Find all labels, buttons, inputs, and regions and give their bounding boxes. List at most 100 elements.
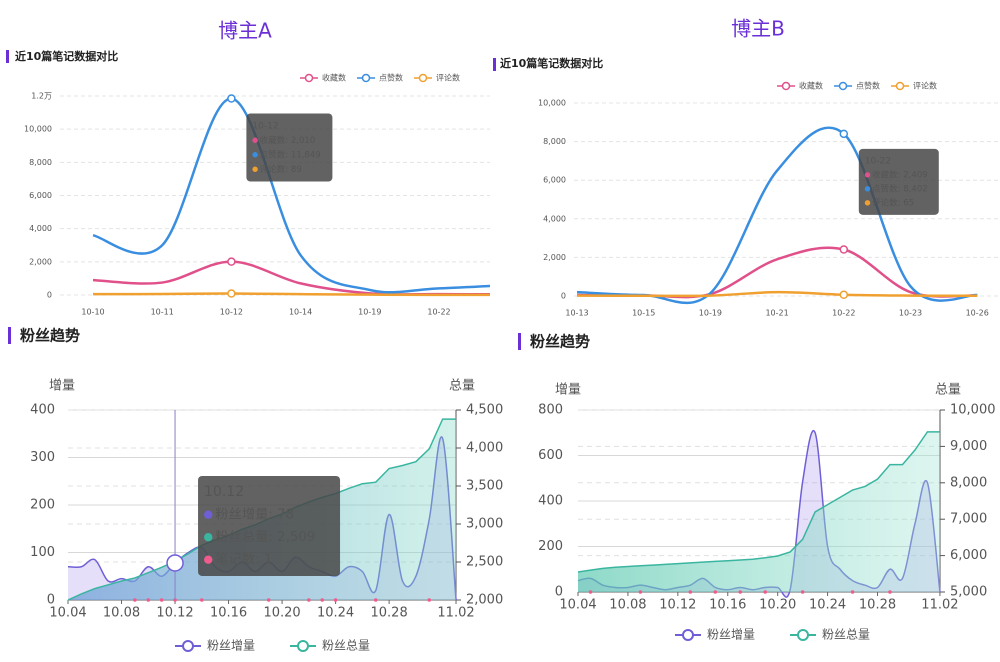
tooltip bbox=[246, 113, 333, 182]
y-tick-label: 2,000 bbox=[543, 253, 566, 262]
legend-icon bbox=[797, 629, 809, 641]
x-tick-label: 10.20 bbox=[263, 606, 300, 621]
y-tick-label: 0 bbox=[561, 292, 566, 301]
x-tick-label: 10-10 bbox=[81, 308, 104, 317]
y-tick-label: 2,000 bbox=[29, 257, 52, 266]
legend-label: 点赞数 bbox=[856, 81, 880, 91]
series-line bbox=[92, 292, 490, 297]
section-bar bbox=[518, 333, 521, 350]
legend-label: 评论数 bbox=[436, 73, 460, 83]
y2-tick-label: 2,500 bbox=[466, 555, 503, 570]
y2-axis-name: 总量 bbox=[935, 383, 961, 398]
x-tick-label: 10-21 bbox=[765, 309, 788, 318]
note-marker bbox=[146, 598, 151, 602]
y2-tick-label: 4,000 bbox=[466, 441, 503, 456]
y-tick-label: 0 bbox=[47, 593, 55, 608]
y2-tick-label: 6,000 bbox=[950, 548, 987, 563]
y-tick-label: 0 bbox=[47, 291, 52, 300]
series-line bbox=[576, 246, 978, 299]
tooltip-item: 粉丝增量: 78 bbox=[215, 507, 294, 523]
y-tick-label: 200 bbox=[30, 498, 55, 513]
x-tick-label: 10.16 bbox=[210, 606, 247, 621]
chart-subtitle: 近10篇笔记数据对比 bbox=[500, 56, 603, 70]
y-tick-label: 1.2万 bbox=[31, 92, 52, 101]
tooltip-dot bbox=[252, 152, 258, 158]
y-axis-name: 增量 bbox=[49, 379, 75, 394]
legend-label: 收藏数 bbox=[322, 73, 346, 83]
section-bar bbox=[493, 58, 496, 71]
chart-subtitle: 粉丝趋势 bbox=[530, 333, 590, 351]
x-tick-label: 10-14 bbox=[289, 308, 312, 317]
legend-label: 粉丝增量 bbox=[207, 639, 255, 653]
note-marker bbox=[888, 590, 892, 594]
hover-point bbox=[227, 289, 236, 298]
tooltip-item: 点赞数: 11,849 bbox=[260, 148, 321, 160]
tooltip-item: 收藏数: 2,010 bbox=[260, 134, 316, 146]
note-marker bbox=[427, 598, 432, 602]
series-line bbox=[576, 290, 978, 298]
note-marker bbox=[688, 590, 693, 594]
tooltip-dot bbox=[204, 555, 213, 564]
hover-point bbox=[227, 257, 236, 266]
note-marker bbox=[800, 590, 805, 594]
y2-tick-label: 3,000 bbox=[466, 517, 503, 532]
tooltip-item: 收藏数: 2,409 bbox=[872, 168, 928, 180]
legend-label: 粉丝总量 bbox=[822, 628, 870, 642]
note-marker bbox=[638, 590, 643, 594]
x-tick-label: 10-19 bbox=[699, 309, 722, 318]
y-tick-label: 10,000 bbox=[538, 99, 566, 108]
x-tick-label: 10.12 bbox=[156, 606, 193, 621]
x-tick-label: 10-26 bbox=[966, 309, 989, 318]
y2-tick-label: 7,000 bbox=[950, 512, 987, 527]
x-tick-label: 10-23 bbox=[899, 309, 922, 318]
x-tick-label: 10-11 bbox=[151, 308, 174, 317]
x-tick-label: 10.20 bbox=[759, 598, 796, 613]
x-tick-label: 10-13 bbox=[565, 309, 588, 318]
series-line bbox=[92, 97, 490, 294]
x-tick-label: 10.28 bbox=[859, 598, 896, 613]
tooltip-dot bbox=[252, 166, 258, 172]
note-marker bbox=[713, 590, 718, 594]
tooltip-item: 粉丝总量: 2,509 bbox=[215, 529, 315, 545]
y2-tick-label: 3,500 bbox=[466, 479, 503, 494]
legend-label: 点赞数 bbox=[379, 73, 403, 83]
section-bar bbox=[8, 327, 11, 344]
y-tick-label: 400 bbox=[538, 494, 563, 509]
legend-icon bbox=[361, 73, 371, 83]
note-marker bbox=[320, 598, 325, 602]
x-tick-label: 10.08 bbox=[103, 606, 140, 621]
note-marker bbox=[333, 598, 338, 602]
y-tick-label: 0 bbox=[555, 585, 563, 600]
y-axis-name: 增量 bbox=[555, 383, 581, 398]
plot-area bbox=[92, 97, 490, 297]
note-marker bbox=[763, 590, 767, 594]
blogger-heading: 博主B bbox=[731, 17, 785, 41]
legend-icon bbox=[182, 640, 194, 652]
tooltip-title: 10.12 bbox=[204, 484, 244, 500]
x-tick-label: 11.02 bbox=[921, 598, 958, 613]
legend-icon bbox=[297, 640, 309, 652]
note-marker bbox=[133, 598, 137, 602]
section-bar bbox=[6, 50, 9, 63]
tooltip-dot bbox=[864, 172, 871, 178]
hover-point bbox=[839, 245, 849, 254]
y-tick-label: 100 bbox=[30, 545, 55, 560]
y-tick-label: 300 bbox=[30, 450, 55, 465]
x-tick-label: 10.08 bbox=[609, 598, 646, 613]
legend-icon bbox=[418, 73, 428, 83]
note-marker bbox=[738, 590, 743, 594]
x-tick-label: 10.24 bbox=[317, 606, 354, 621]
x-tick-label: 10.24 bbox=[809, 598, 846, 613]
y-tick-label: 6,000 bbox=[543, 176, 566, 185]
y-tick-label: 8,000 bbox=[543, 137, 566, 146]
legend-icon bbox=[682, 629, 694, 641]
tooltip-item: 评论数: 65 bbox=[872, 196, 914, 208]
tooltip-dot bbox=[864, 186, 871, 192]
legend-label: 粉丝增量 bbox=[707, 628, 755, 642]
y2-tick-label: 4,500 bbox=[466, 403, 503, 418]
legend-icon bbox=[304, 73, 314, 83]
x-tick-label: 10-22 bbox=[832, 309, 855, 318]
x-tick-label: 11.02 bbox=[437, 606, 474, 621]
tooltip-dot bbox=[204, 510, 213, 519]
